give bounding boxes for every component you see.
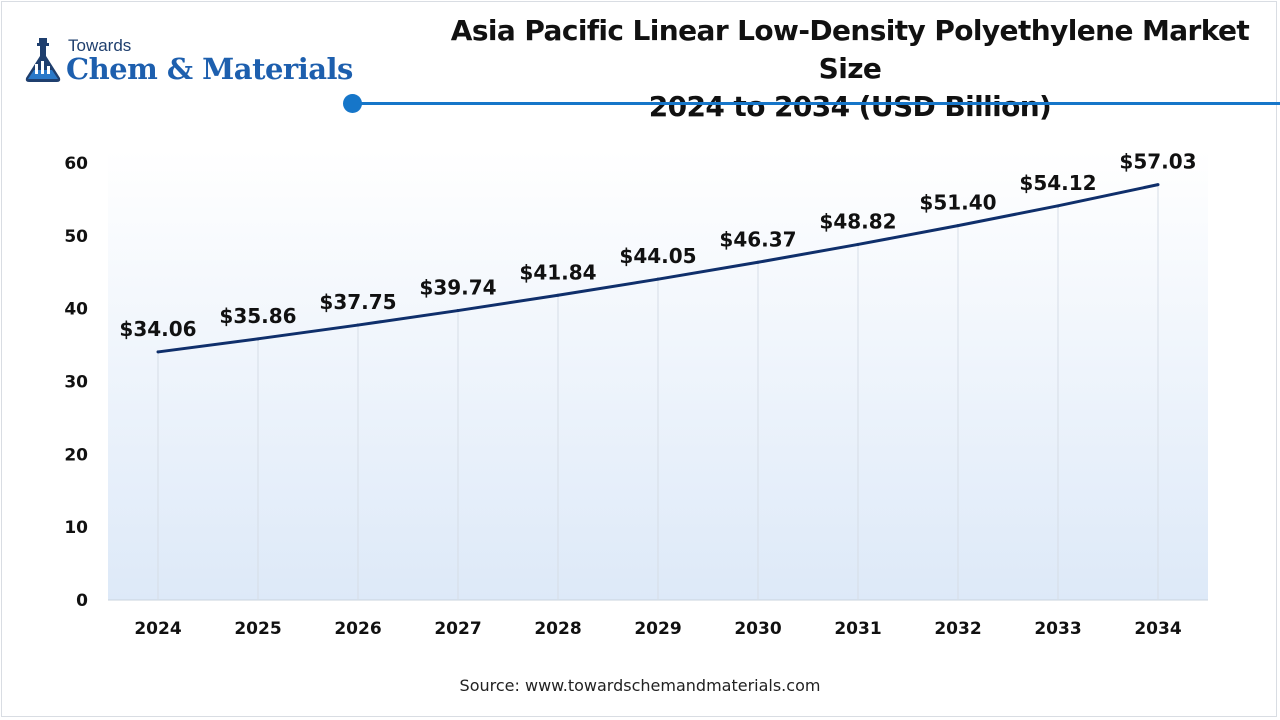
- y-tick-label: 10: [64, 518, 88, 538]
- x-tick-label: 2029: [634, 619, 681, 639]
- x-tick-label: 2033: [1034, 619, 1081, 639]
- data-point: [556, 293, 560, 297]
- data-point: [656, 277, 660, 281]
- data-label: $39.74: [419, 276, 496, 300]
- y-tick-label: 60: [64, 154, 88, 174]
- data-point: [1056, 204, 1060, 208]
- brand-top-text: Towards: [68, 36, 132, 55]
- data-label: $57.03: [1119, 150, 1196, 174]
- y-tick-label: 0: [76, 591, 88, 611]
- data-point: [1156, 183, 1160, 187]
- data-label: $51.40: [919, 191, 996, 215]
- chart-title: Asia Pacific Linear Low-Density Polyethy…: [420, 12, 1280, 126]
- data-point: [456, 309, 460, 313]
- data-label: $37.75: [319, 290, 396, 314]
- data-label: $34.06: [119, 317, 196, 341]
- data-label: $35.86: [219, 304, 296, 328]
- y-tick-label: 20: [64, 445, 88, 465]
- source-note: Source: www.towardschemandmaterials.com: [459, 676, 821, 695]
- data-point: [156, 350, 160, 354]
- title-line-2: 2024 to 2034 (USD Billion): [648, 90, 1052, 123]
- data-label: $54.12: [1019, 171, 1096, 195]
- title-line-1: Asia Pacific Linear Low-Density Polyethy…: [450, 14, 1250, 85]
- data-label: $48.82: [819, 209, 896, 233]
- data-point: [856, 242, 860, 246]
- x-tick-label: 2034: [1134, 619, 1181, 639]
- brand-logo: Towards Chem & Materials: [22, 36, 353, 86]
- x-tick-label: 2027: [434, 619, 481, 639]
- y-tick-label: 50: [64, 227, 88, 247]
- divider-line: [352, 102, 1280, 105]
- data-point: [356, 323, 360, 327]
- data-label: $46.37: [719, 227, 796, 251]
- y-tick-label: 30: [64, 373, 88, 393]
- flask-logo-icon: [25, 38, 61, 82]
- data-label: $41.84: [519, 260, 596, 284]
- y-tick-label: 40: [64, 300, 88, 320]
- x-tick-label: 2025: [234, 619, 281, 639]
- x-tick-label: 2030: [734, 619, 781, 639]
- data-point: [256, 337, 260, 341]
- data-label: $44.05: [619, 244, 696, 268]
- x-tick-label: 2024: [134, 619, 181, 639]
- x-tick-label: 2031: [834, 619, 881, 639]
- x-tick-label: 2026: [334, 619, 381, 639]
- data-point: [756, 260, 760, 264]
- x-tick-label: 2032: [934, 619, 981, 639]
- data-point: [956, 224, 960, 228]
- x-tick-label: 2028: [534, 619, 581, 639]
- brand-name: Chem & Materials: [66, 52, 353, 86]
